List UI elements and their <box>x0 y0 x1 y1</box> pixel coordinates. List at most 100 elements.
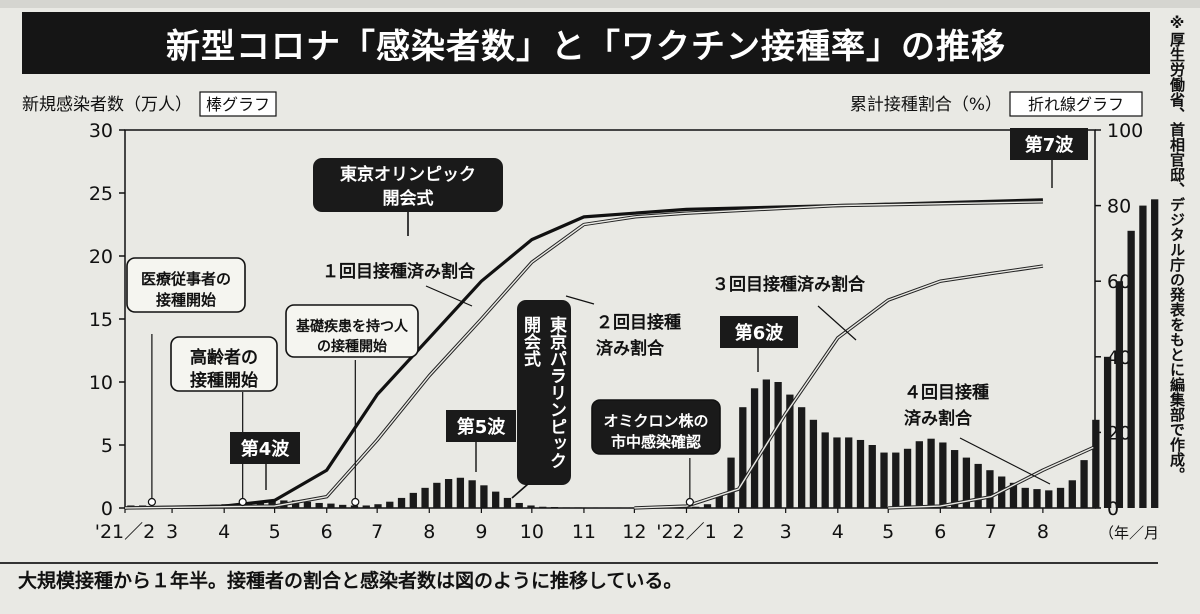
title-bar: 新型コロナ「感染者数」と「ワクチン接種率」の推移 <box>22 12 1150 74</box>
side-note: ※厚生労働省、首相官邸、デジタル庁の発表をもとに編集部で作成。 <box>1168 14 1186 482</box>
case-bar <box>362 505 370 508</box>
x-tick-label: 10 <box>520 521 544 543</box>
wave7-box <box>1010 128 1088 160</box>
case-bar <box>621 507 629 508</box>
x-tick-label: '21／2 <box>95 521 156 543</box>
wave4-label: 第4波 <box>241 438 291 460</box>
case-bar <box>739 407 747 508</box>
x-tick-label: 12 <box>622 521 646 543</box>
case-bar <box>856 439 865 508</box>
case-bar <box>303 501 312 508</box>
left-axis-tag-box <box>199 91 277 117</box>
case-bar <box>1056 487 1065 508</box>
case-bar <box>539 506 547 508</box>
case-bar <box>586 507 594 508</box>
label-dose2-1: ２回目接種 <box>596 312 681 333</box>
case-bar <box>939 442 947 508</box>
label-dose1: １回目接種済み割合 <box>322 261 476 282</box>
line-series <box>124 198 1094 510</box>
left-tick-label: 5 <box>101 435 113 457</box>
case-bar <box>809 419 818 508</box>
case-bar <box>409 492 417 508</box>
case-bar <box>1139 205 1147 508</box>
underlying-label-2: の接種開始 <box>317 338 387 355</box>
x-tick-label: 7 <box>371 521 383 543</box>
case-bar <box>845 437 853 508</box>
case-bar <box>927 438 935 508</box>
left-axis-label: 新規感染者数（万人） <box>22 95 192 115</box>
case-bar <box>1045 490 1053 508</box>
case-bar <box>374 504 382 508</box>
case-bar <box>492 491 500 508</box>
right-tick-label: 80 <box>1107 196 1131 218</box>
chart-axes: 051015202530020406080100新規感染者数（万人）棒グラフ累計… <box>22 91 1160 543</box>
case-bar <box>315 502 323 508</box>
case-bar <box>444 479 453 508</box>
label-dose1-leader <box>425 285 473 307</box>
case-bar <box>397 497 406 508</box>
x-tick-label: 6 <box>321 521 333 543</box>
x-axis-unit: （年／月） <box>1099 524 1160 542</box>
case-bar <box>550 506 559 508</box>
paralympics-label-1: 東京パラリンピック <box>546 315 567 469</box>
elderly-box <box>170 336 278 392</box>
left-tick-label: 0 <box>101 498 113 520</box>
wave6-label: 第6波 <box>735 322 785 344</box>
case-bar <box>986 470 994 508</box>
chart-annotations: 医療従事者の接種開始高齢者の接種開始基礎疾患を持つ人の接種開始オミクロン株の市中… <box>126 128 1088 507</box>
case-bar <box>574 507 582 508</box>
case-bar <box>339 504 347 508</box>
x-tick-label: 3 <box>166 521 178 543</box>
case-bar <box>609 507 618 508</box>
case-bar <box>750 388 759 508</box>
case-bar <box>1092 419 1100 508</box>
case-bar <box>797 407 806 508</box>
label-dose4-2: 済み割合 <box>904 408 973 429</box>
label-dose2-leader <box>565 295 595 305</box>
case-bar <box>386 501 394 508</box>
case-bar <box>503 497 512 508</box>
olympics-label-1: 東京オリンピック <box>340 164 476 185</box>
x-tick-label: 8 <box>1037 521 1049 543</box>
case-bar <box>715 495 723 508</box>
case-bar <box>1009 482 1018 508</box>
label-dose3: ３回目接種済み割合 <box>712 274 866 295</box>
case-bar <box>421 487 429 508</box>
left-tick-label: 25 <box>89 183 113 205</box>
case-bar <box>774 382 782 508</box>
medical-staff-box <box>126 257 246 313</box>
case-bar <box>1115 281 1124 508</box>
case-bar <box>350 505 359 508</box>
case-bar <box>456 477 465 508</box>
case-bar <box>515 502 523 508</box>
left-tick-label: 15 <box>89 309 113 331</box>
case-bar <box>1080 460 1088 508</box>
case-bar <box>480 485 488 508</box>
elderly-dot <box>238 497 247 507</box>
wave5-box <box>446 410 516 442</box>
right-axis-tag: 折れ線グラフ <box>1028 95 1124 114</box>
case-bar <box>915 441 923 508</box>
medical-staff-label-2: 接種開始 <box>156 291 216 309</box>
omicron-label-2: 市中感染確認 <box>611 433 701 451</box>
case-bar <box>527 505 535 508</box>
x-tick-label: 4 <box>832 521 844 543</box>
wave7-label: 第7波 <box>1025 134 1075 156</box>
case-bar <box>692 506 700 508</box>
wave4-box <box>230 432 300 464</box>
omicron-dot <box>685 497 694 507</box>
bar-series <box>127 199 1159 509</box>
medical-staff-dot <box>147 497 156 507</box>
x-tick-label: 9 <box>475 521 487 543</box>
case-bar <box>1021 487 1029 508</box>
case-bar <box>597 507 606 508</box>
x-tick-label: 5 <box>882 521 894 543</box>
underlying-label-1: 基礎疾患を持つ人 <box>296 318 409 335</box>
case-bar <box>1151 199 1159 509</box>
top-strip <box>0 0 1200 8</box>
x-tick-label: 11 <box>572 521 596 543</box>
left-tick-label: 30 <box>89 120 113 142</box>
medical-staff-label-1: 医療従事者の <box>141 270 231 288</box>
case-bar <box>833 437 841 508</box>
case-bar <box>727 457 735 508</box>
